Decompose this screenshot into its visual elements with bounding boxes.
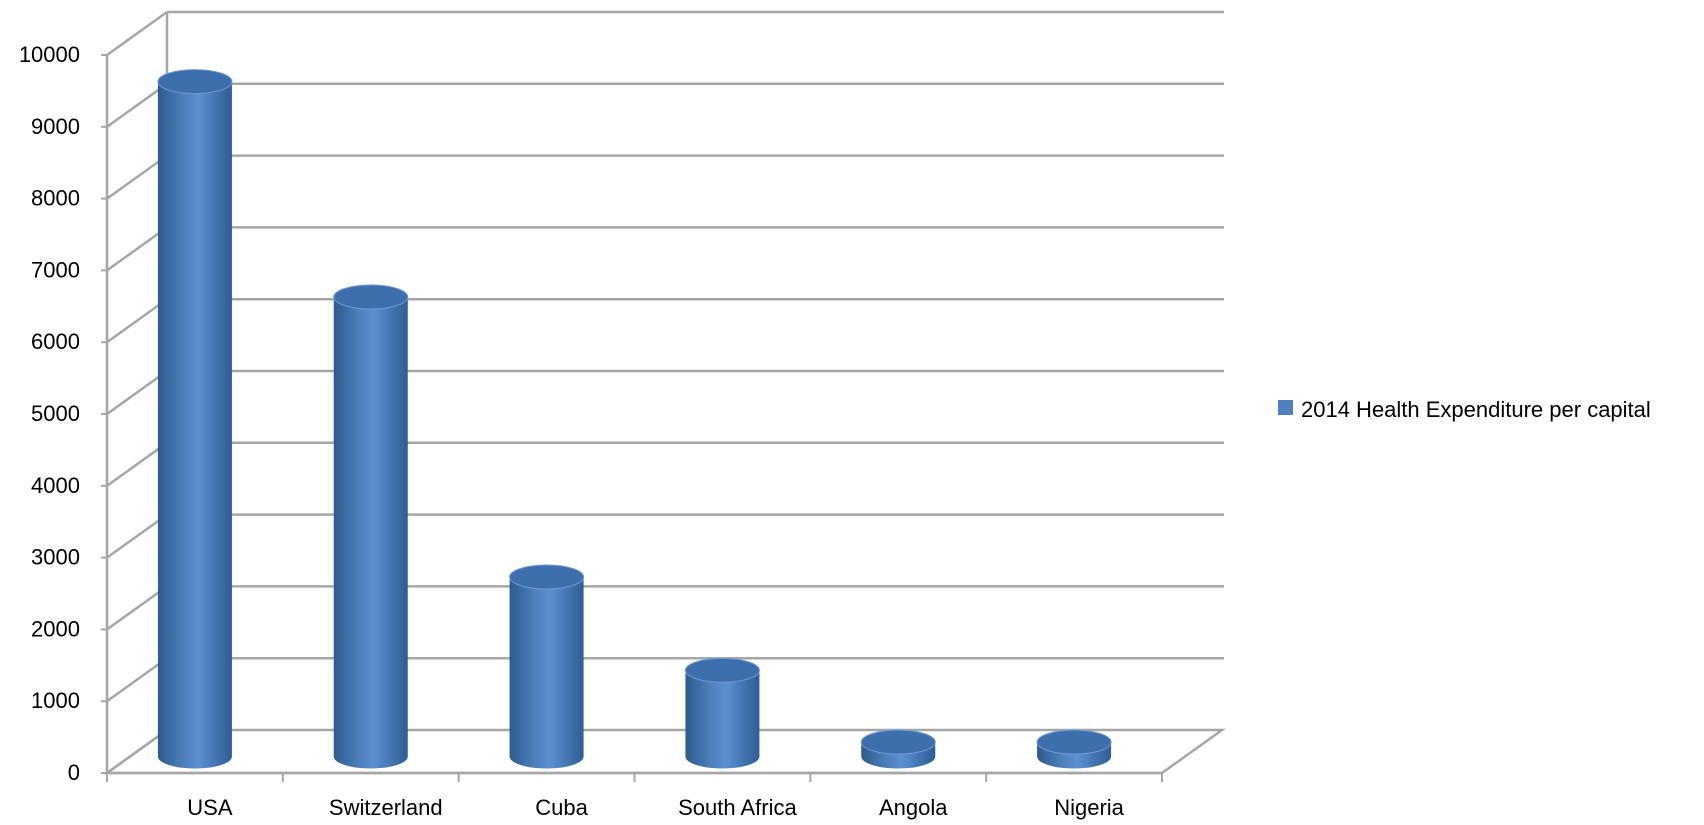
bar-body — [157, 81, 232, 769]
bar-body — [685, 670, 760, 769]
side-gridline — [106, 513, 168, 559]
bar — [1036, 729, 1112, 769]
side-gridline — [106, 369, 168, 416]
y-tick-label: 5000 — [31, 401, 80, 426]
side-gridline — [106, 10, 168, 57]
bar — [333, 284, 409, 769]
side-gridline — [106, 82, 168, 128]
y-tick-label: 4000 — [31, 473, 80, 498]
bar — [509, 564, 585, 769]
labels-layer: 0 1000 2000 3000 4000 5000 6000 7000 8000 9000 100… — [19, 42, 1125, 820]
y-tick-label: 10000 — [19, 42, 80, 67]
x-tick-label: South Africa — [678, 795, 797, 820]
bar-cap — [860, 729, 936, 755]
x-tick-label: USA — [187, 795, 233, 820]
legend-label: 2014 Health Expenditure per capital — [1301, 397, 1651, 422]
x-tick-label: Switzerland — [329, 795, 443, 820]
y-tick-label: 3000 — [31, 545, 80, 570]
bar — [684, 657, 760, 769]
bar-body — [509, 577, 584, 769]
x-tick-label: Angola — [879, 795, 948, 820]
y-tick-label: 8000 — [31, 186, 80, 211]
bar-cap — [509, 564, 585, 590]
bars-layer — [157, 69, 1112, 769]
x-tick-label: Cuba — [535, 795, 588, 820]
legend: 2014 Health Expenditure per capital — [1278, 397, 1651, 422]
y-tick-label: 7000 — [31, 257, 80, 282]
bar — [157, 69, 233, 769]
grid-layer — [103, 10, 1226, 775]
y-tick-label: 6000 — [31, 329, 80, 354]
side-gridline — [106, 441, 168, 487]
side-gridline — [106, 154, 168, 200]
bar-cap — [333, 284, 409, 310]
y-tick-label: 2000 — [31, 616, 80, 641]
x-tick-label: Nigeria — [1054, 795, 1124, 820]
axis-layer — [101, 12, 1163, 782]
side-gridline — [106, 226, 168, 272]
y-tick-label: 0 — [68, 760, 80, 785]
side-gridline — [106, 585, 168, 631]
bar-body — [333, 296, 408, 769]
bar — [860, 729, 936, 769]
side-gridline — [106, 298, 168, 344]
side-gridline — [106, 657, 168, 703]
bar-cap — [684, 657, 760, 683]
y-tick-label: 9000 — [31, 114, 80, 139]
bar-cap — [1036, 729, 1112, 755]
bar-cap — [157, 69, 233, 95]
legend-swatch — [1278, 400, 1293, 415]
y-tick-label: 1000 — [31, 688, 80, 713]
